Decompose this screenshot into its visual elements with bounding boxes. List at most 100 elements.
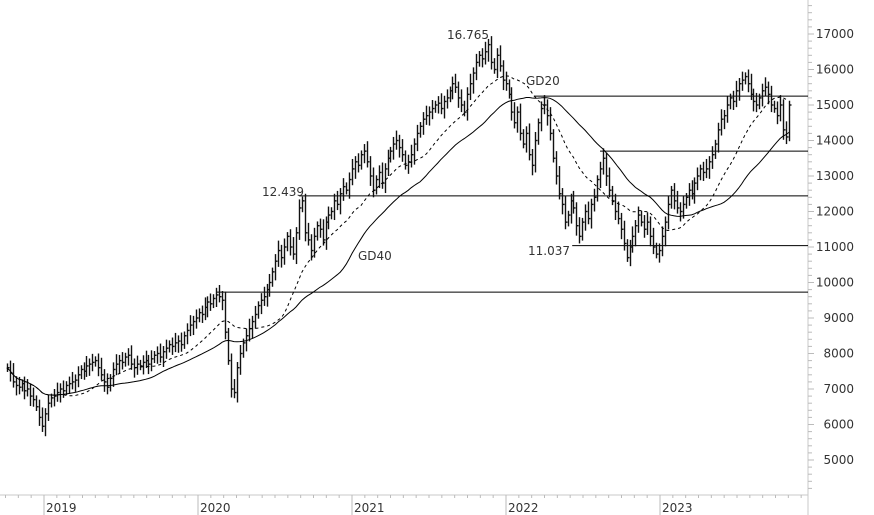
price-bar	[469, 73, 473, 101]
price-bar	[215, 287, 219, 307]
y-tick-label: 14000	[816, 134, 854, 148]
price-bar	[534, 131, 538, 173]
price-bar	[88, 358, 92, 376]
price-bar	[369, 156, 373, 186]
price-bar	[446, 89, 450, 109]
price-bar	[366, 141, 370, 168]
price-bar	[720, 109, 724, 136]
price-bar	[593, 188, 597, 212]
price-bar	[156, 346, 160, 364]
price-bar	[752, 88, 756, 112]
y-tick-label: 15000	[816, 98, 854, 112]
price-bar	[587, 201, 591, 225]
price-bar	[735, 80, 739, 108]
price-bar	[80, 365, 84, 380]
label-gd40: GD40	[358, 249, 392, 263]
price-bar	[189, 315, 193, 337]
price-bar	[171, 337, 175, 355]
annotation-low: 11.037	[528, 244, 570, 258]
price-bar	[626, 239, 630, 262]
price-bar	[168, 340, 172, 353]
price-bar	[398, 134, 402, 158]
price-bar	[41, 407, 45, 432]
price-bar	[428, 106, 432, 126]
y-tick-label: 12000	[816, 205, 854, 219]
price-bar	[85, 355, 89, 377]
y-tick-label: 13000	[816, 169, 854, 183]
price-bar	[257, 301, 261, 319]
horizontal-levels	[216, 95, 808, 293]
price-bar	[124, 352, 128, 367]
y-tick-label: 5000	[823, 453, 854, 467]
price-bar	[670, 185, 674, 209]
price-bar	[313, 227, 317, 258]
price-bar	[723, 109, 727, 130]
price-bar	[342, 178, 346, 201]
price-bar	[109, 374, 113, 392]
price-bar	[378, 165, 382, 189]
price-bar	[440, 93, 444, 115]
price-bar	[510, 87, 514, 121]
price-bar	[623, 220, 627, 251]
price-bar	[617, 201, 621, 225]
price-bar	[578, 217, 582, 244]
price-bar	[531, 149, 535, 176]
price-bar	[708, 156, 712, 179]
price-bar	[392, 136, 396, 160]
price-bar	[327, 206, 331, 230]
x-tick-label: 2022	[508, 501, 539, 515]
price-bar	[682, 195, 686, 219]
price-bar	[496, 48, 500, 79]
price-bar	[174, 332, 178, 353]
price-bar	[38, 399, 42, 426]
price-bar	[304, 193, 308, 242]
y-tick-label: 10000	[816, 276, 854, 290]
price-bar	[295, 227, 299, 265]
price-bar	[94, 356, 98, 367]
price-bar	[333, 193, 337, 221]
price-bar	[360, 150, 364, 170]
price-bar	[605, 152, 609, 186]
price-bar	[555, 151, 559, 185]
price-bar	[198, 308, 202, 323]
price-bar	[782, 99, 786, 140]
price-bar	[714, 139, 718, 159]
price-bar	[186, 323, 190, 345]
price-bar	[50, 393, 54, 408]
price-bar	[404, 150, 408, 170]
price-bar	[283, 238, 287, 265]
price-bar	[44, 408, 48, 437]
axes: 5000 6000 7000 8000 9000 10000 11000 12000 13000…	[0, 0, 854, 515]
price-bar	[112, 362, 116, 387]
y-tick-label: 16000	[816, 63, 854, 77]
y-tick-label: 17000	[816, 27, 854, 41]
price-bar	[351, 158, 355, 186]
price-bar	[484, 41, 488, 65]
price-bar	[732, 90, 736, 110]
price-bar	[788, 100, 792, 142]
price-bar	[218, 284, 222, 303]
price-bar	[572, 190, 576, 214]
price-bar	[558, 166, 562, 200]
price-bar	[227, 327, 231, 365]
price-bar	[32, 387, 36, 407]
price-bar	[575, 202, 579, 236]
price-bar	[103, 369, 107, 392]
price-bar	[77, 366, 81, 388]
price-bar	[614, 193, 618, 221]
price-bar	[230, 353, 234, 398]
price-bar	[195, 309, 199, 329]
price-bar	[330, 207, 334, 220]
price-bar	[679, 202, 683, 222]
price-bar	[634, 220, 638, 247]
price-bar	[263, 286, 267, 306]
price-bar	[457, 81, 461, 108]
x-tick-label: 2020	[200, 501, 231, 515]
price-bar	[29, 383, 33, 407]
price-bar	[502, 60, 506, 91]
price-bar	[673, 183, 677, 210]
price-bar	[767, 81, 771, 105]
price-bar	[177, 335, 181, 353]
price-bar	[711, 146, 715, 169]
